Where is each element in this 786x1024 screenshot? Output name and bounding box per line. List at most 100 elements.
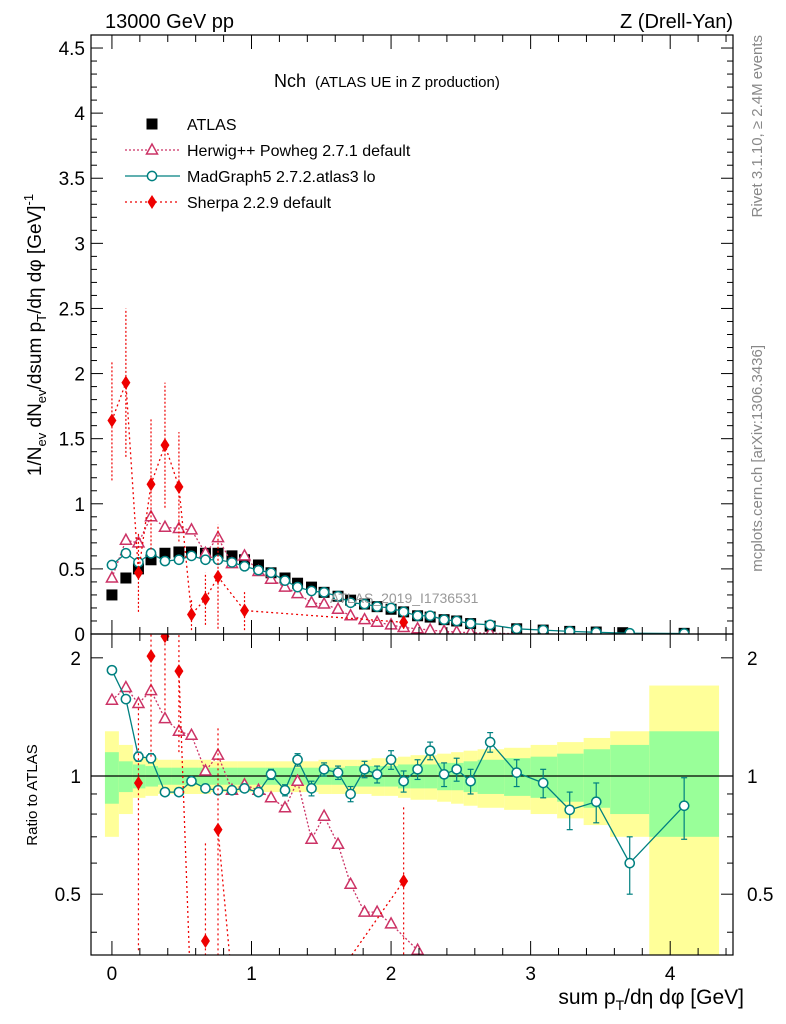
data-point — [107, 413, 117, 428]
ratio-point — [133, 751, 144, 763]
ratio-point — [198, 763, 213, 776]
svg-text:1/Nev dNev/dsum pT/dη dφ [GeV]: 1/Nev dNev/dsum pT/dη dφ [GeV]-1 — [21, 194, 49, 476]
ratio-point — [370, 904, 384, 917]
data-point — [226, 557, 238, 568]
band-stat — [530, 756, 558, 798]
data-point — [253, 564, 264, 576]
ratio-point — [398, 775, 409, 787]
data-point — [451, 615, 463, 627]
ratio-point — [253, 786, 264, 798]
ratio-panel: 0.5 0.5 1 1 2 2 0 1 2 3 4 Ratio to ATLAS sum pT/dη… — [24, 633, 773, 1013]
ratio-y-tick-label-right: 0.5 — [747, 885, 773, 906]
data-point — [226, 550, 238, 562]
data-point — [265, 567, 277, 579]
ratio-point — [213, 822, 223, 837]
main-ylabel: 1/Nev dNev/dsum pT/dη dφ [GeV]-1 — [21, 194, 49, 476]
ratio-y-tick-label: 1 — [70, 767, 81, 788]
ratio-point — [174, 664, 184, 679]
ratio-point — [345, 788, 356, 800]
data-point — [485, 625, 495, 634]
data-point — [304, 595, 319, 608]
ratio-point — [290, 773, 305, 786]
data-point — [121, 375, 131, 390]
x-tick-label: 1 — [246, 964, 257, 985]
y-tick-label: 4 — [74, 104, 85, 125]
data-point — [424, 610, 436, 622]
ratio-point — [371, 768, 383, 780]
legend-marker — [146, 170, 158, 182]
ratio-point — [399, 874, 409, 889]
offscale-link — [350, 880, 405, 955]
data-point — [412, 610, 423, 622]
data-point — [370, 614, 384, 628]
data-point — [278, 579, 292, 592]
side-label-top: Rivet 3.1.10, ≥ 2.4M events — [749, 35, 766, 218]
data-point — [119, 532, 133, 545]
ratio-point — [144, 683, 158, 696]
series-1 — [105, 509, 522, 634]
ratio-point — [186, 775, 197, 787]
data-point — [343, 608, 358, 621]
ratio-point — [226, 784, 238, 796]
ratio-point — [146, 649, 156, 664]
data-point — [239, 560, 250, 572]
main-axes: 0 0.5 1 1.5 2 2.5 3 3.5 4 4.5 — [59, 34, 734, 646]
band-stat — [104, 752, 119, 804]
ratio-point — [200, 933, 210, 948]
legend: ATLAS Herwig++ Powheg 2.7.1 default MadGra… — [125, 117, 411, 212]
series-2 — [106, 547, 690, 634]
ratio-point — [292, 754, 303, 766]
x-axis-label: sum pT/dη dφ [GeV] — [558, 986, 744, 1013]
data-point — [332, 590, 344, 602]
data-point — [410, 621, 425, 634]
legend-marker — [147, 195, 157, 209]
ratio-series-group — [91, 634, 733, 955]
ratio-point — [106, 664, 118, 676]
ratio-point — [119, 679, 133, 693]
y-tick-label: 3 — [74, 234, 85, 255]
data-point — [279, 575, 291, 586]
y-tick-label: 1.5 — [59, 430, 85, 451]
plot-title-main: Nch — [274, 71, 306, 91]
ratio-point — [184, 727, 199, 741]
ratio-point — [451, 763, 463, 775]
data-point — [159, 547, 171, 559]
ratio-point — [159, 786, 171, 798]
y-tick-label: 4.5 — [59, 39, 85, 60]
watermark: ATLAS_2019_I1736531 — [330, 590, 479, 606]
data-point — [106, 589, 118, 601]
data-point — [212, 547, 224, 559]
ratio-line-0 — [111, 686, 419, 951]
data-point — [184, 522, 199, 535]
y-tick-label: 0 — [74, 625, 85, 646]
ratio-point — [304, 831, 319, 845]
band-stat — [477, 759, 505, 794]
ratio-point — [384, 916, 398, 929]
y-tick-label: 2.5 — [59, 299, 85, 320]
ratio-point — [239, 783, 250, 794]
data-point — [120, 547, 132, 559]
ratio-point — [332, 767, 344, 778]
ratio-series-2 — [133, 634, 409, 955]
ratio-point — [438, 768, 450, 780]
ratio-point — [343, 876, 358, 890]
data-point — [511, 623, 523, 634]
ratio-y-tick-label-right: 2 — [747, 649, 758, 670]
ratio-point — [410, 942, 425, 955]
data-point — [173, 546, 185, 558]
plot-title: Nch (ATLAS UE in Z production) — [274, 71, 500, 91]
data-point — [399, 615, 409, 630]
x-tick-label: 4 — [665, 964, 676, 985]
legend-label: Herwig++ Powheg 2.7.1 default — [187, 143, 411, 160]
ratio-point — [160, 634, 170, 644]
ratio-point — [173, 786, 185, 798]
ratio-point — [624, 857, 636, 869]
ratio-point — [133, 775, 143, 790]
ratio-point — [590, 796, 602, 808]
plot-title-sub: (ATLAS UE in Z production) — [315, 74, 500, 91]
data-point — [106, 559, 118, 571]
band-stat — [118, 761, 133, 793]
ratio-point — [465, 775, 476, 787]
data-point — [617, 627, 629, 634]
data-point — [331, 601, 345, 615]
